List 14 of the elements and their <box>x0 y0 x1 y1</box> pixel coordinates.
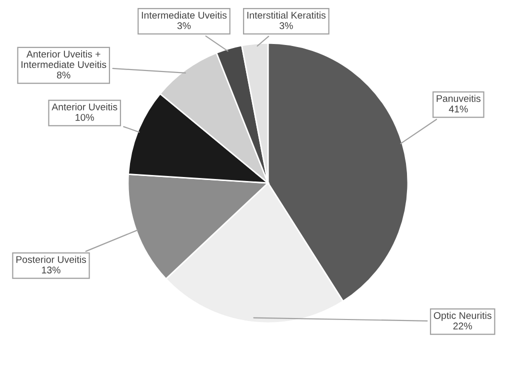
slice-label: Interstitial Keratitis <box>247 12 326 19</box>
data-label: 3% <box>177 22 191 30</box>
data-label: 8% <box>56 72 70 78</box>
slice-label: Intermediate Uveitis <box>142 12 227 19</box>
slice-label: Anterior Uveitis + Intermediate Uveitis <box>22 50 106 68</box>
data-label: 3% <box>280 22 293 30</box>
slice-label: Optic Neuritis <box>434 312 492 321</box>
data-label: 22% <box>453 322 472 330</box>
slice-label: Anterior Uveitis <box>52 103 118 110</box>
data-label: 10% <box>76 114 94 121</box>
data-label: 13% <box>42 266 60 274</box>
data-label: 41% <box>448 106 468 112</box>
slice-label: Posterior Uveitis <box>16 256 86 263</box>
slice-label: Panuveitis <box>436 94 480 102</box>
